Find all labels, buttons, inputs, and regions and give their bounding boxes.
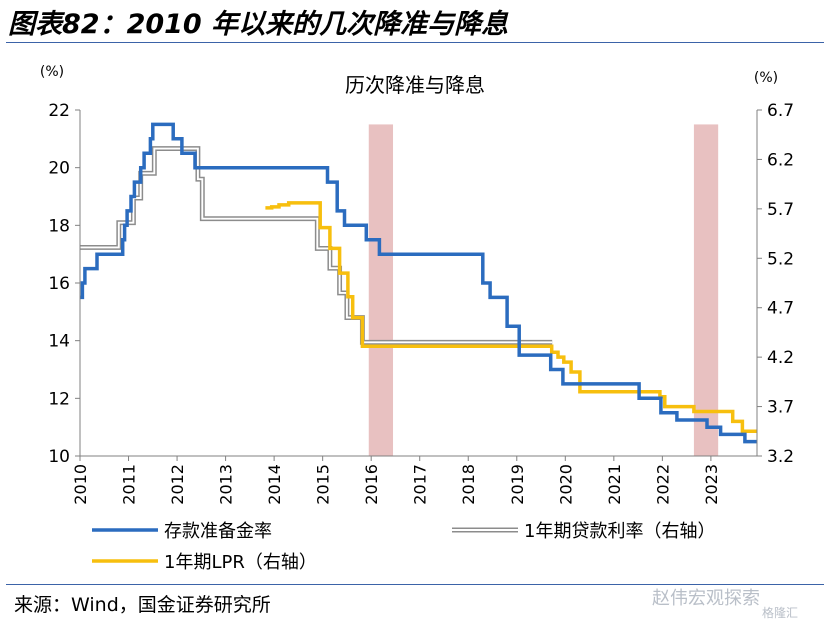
x-tick-label-5: 2014 [265, 464, 284, 505]
source-divider [6, 584, 824, 585]
left-tick-label-6: 20 [48, 159, 70, 179]
series-line-outline-2 [80, 146, 553, 345]
right-axis-unit: (%) [754, 70, 778, 86]
x-tick-label-14: 2023 [702, 464, 721, 505]
series-line-1 [80, 122, 757, 444]
legend-label-3: 1年期LPR（右轴） [164, 552, 317, 573]
right-tick-label-5: 5.2 [767, 249, 794, 269]
left-tick-label-4: 16 [48, 274, 70, 294]
highlight-band-2 [693, 124, 719, 457]
source-note: 来源：Wind，国金证券研究所 [14, 594, 271, 616]
right-tick-label-1: 3.2 [767, 447, 794, 467]
watermark: 赵伟宏观探索 格隆汇 [652, 584, 798, 620]
x-tick-label-10: 2019 [508, 464, 527, 505]
right-tick-label-8: 6.7 [767, 101, 794, 121]
axes: 101214161820223.23.74.24.75.25.76.26.720… [48, 101, 794, 505]
legend-label-1: 存款准备金率 [164, 521, 272, 542]
highlight-band-1 [368, 124, 394, 457]
x-tick-label-12: 2021 [605, 464, 624, 505]
x-tick-label-1: 2010 [71, 464, 90, 505]
left-axis-unit: (%) [40, 64, 64, 80]
left-tick-label-3: 14 [48, 332, 70, 352]
x-tick-label-7: 2016 [362, 464, 381, 505]
watermark-sub: 格隆汇 [762, 606, 799, 620]
x-tick-label-6: 2015 [314, 464, 333, 505]
x-tick-label-8: 2017 [411, 464, 430, 505]
title-divider [6, 42, 824, 43]
x-tick-label-2: 2011 [120, 464, 139, 505]
chart-title: 历次降准与降息 [345, 73, 485, 97]
right-tick-label-6: 5.7 [767, 200, 794, 220]
series-lines [80, 122, 757, 444]
series-line-3 [265, 201, 757, 434]
right-tick-label-2: 3.7 [767, 398, 794, 418]
left-tick-label-5: 18 [48, 216, 70, 236]
figure-title: 图表82：2010 年以来的几次降准与降息 [8, 9, 509, 40]
x-tick-label-4: 2013 [217, 464, 236, 505]
left-tick-label-7: 22 [48, 101, 70, 121]
x-tick-label-9: 2018 [459, 464, 478, 505]
legend: 存款准备金率 1年期贷款利率（右轴） 1年期LPR（右轴） [92, 521, 715, 573]
left-tick-label-2: 12 [48, 389, 70, 409]
x-tick-label-11: 2020 [556, 464, 575, 505]
x-tick-label-3: 2012 [168, 464, 187, 505]
legend-label-2: 1年期贷款利率（右轴） [524, 521, 715, 542]
x-tick-label-13: 2022 [653, 464, 672, 505]
highlight-bands [368, 124, 719, 457]
right-tick-label-3: 4.2 [767, 348, 794, 368]
right-tick-label-4: 4.7 [767, 299, 794, 319]
watermark-text: 赵伟宏观探索 [652, 588, 760, 609]
right-tick-label-7: 6.2 [767, 150, 794, 170]
left-tick-label-1: 10 [48, 447, 70, 467]
